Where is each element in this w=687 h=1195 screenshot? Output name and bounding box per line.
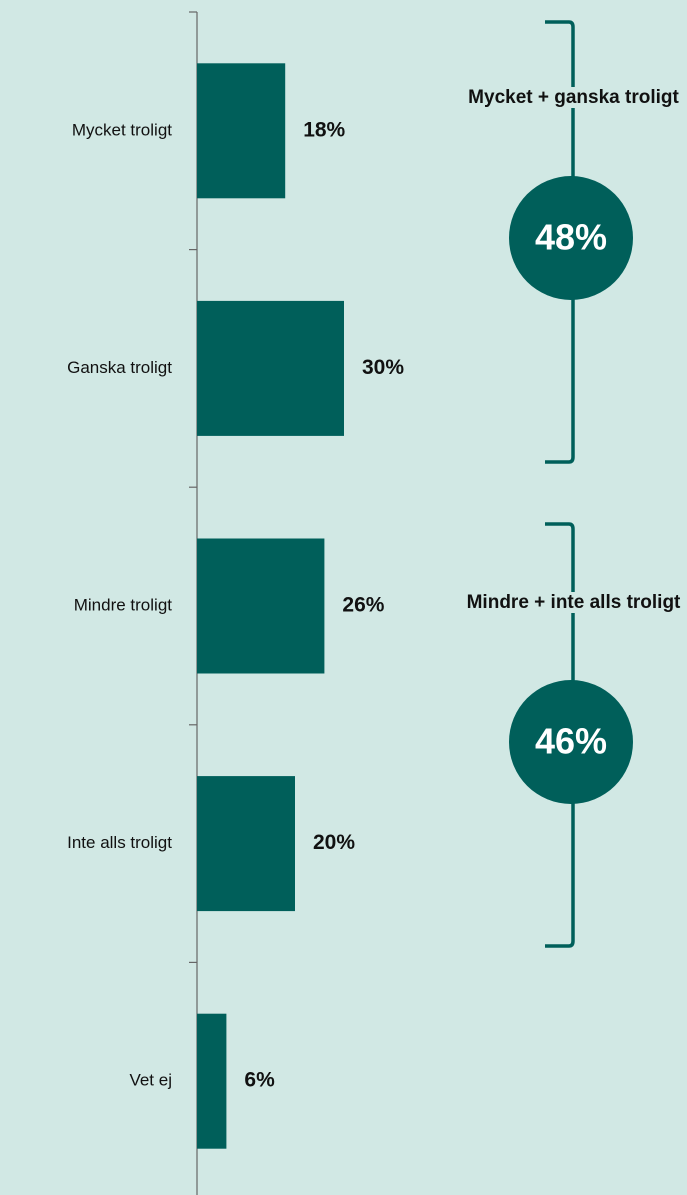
group-value: 48% bbox=[535, 217, 607, 258]
group-label-text: Mindre + inte alls troligt bbox=[464, 592, 683, 613]
value-label: 18% bbox=[303, 118, 345, 141]
group-label: Mindre + inte alls troligt bbox=[460, 590, 687, 615]
category-label: Mycket troligt bbox=[72, 120, 172, 139]
category-label: Ganska troligt bbox=[67, 358, 172, 377]
group-circle bbox=[509, 680, 633, 804]
bar bbox=[197, 1013, 227, 1149]
value-label: 20% bbox=[313, 831, 355, 854]
value-label: 30% bbox=[362, 356, 404, 379]
category-label: Inte alls troligt bbox=[67, 833, 172, 852]
category-label: Mindre troligt bbox=[74, 595, 173, 614]
value-label: 26% bbox=[342, 594, 384, 617]
group-label: Mycket + ganska troligt bbox=[460, 85, 687, 110]
bar bbox=[197, 538, 325, 674]
group-value: 46% bbox=[535, 721, 607, 762]
bar bbox=[197, 776, 295, 912]
category-label: Vet ej bbox=[129, 1071, 172, 1090]
group-label-text: Mycket + ganska troligt bbox=[466, 87, 681, 108]
group-circle bbox=[509, 176, 633, 300]
value-label: 6% bbox=[244, 1069, 275, 1092]
bar bbox=[197, 300, 344, 436]
bar bbox=[197, 63, 286, 199]
